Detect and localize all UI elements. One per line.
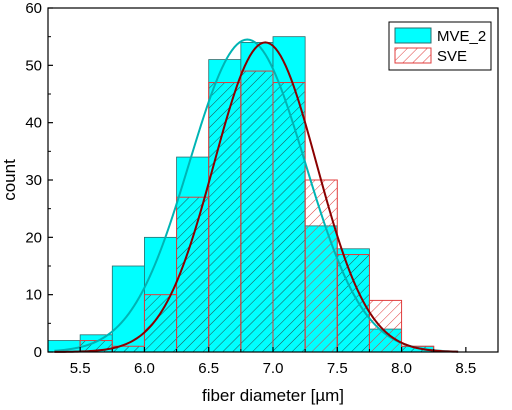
y-axis-title: count [0,159,19,201]
y-tick-label: 40 [25,115,42,132]
y-tick-label: 50 [25,57,42,74]
y-tick-label: 20 [25,229,42,246]
axes-layer: 0 10 20 30 40 50 60 5.5 6.0 6.5 7.0 7.5 8.0 8.5 fiber … [0,0,499,405]
bar-sve-6.25 [176,196,210,353]
bar-sve-6 [143,294,178,353]
legend-swatch-mve-2 [394,27,432,44]
y-tick-label: 10 [25,287,42,304]
fit-curve-sve [54,41,459,353]
x-tick-label: 6.5 [198,360,219,377]
bar-sve-6.75 [240,70,274,353]
legend: MVE_2 SVE [388,21,492,71]
x-axis-title: fiber diameter [µm] [202,386,344,405]
x-tick-label: 7.5 [327,360,348,377]
fit-curves-layer [54,38,459,353]
x-tick-label: 7.0 [263,360,284,377]
fit-curve-mve2 [54,38,459,353]
y-tick-label: 60 [25,0,42,17]
legend-label-sve: SVE [437,48,467,65]
y-tick-label: 30 [25,172,42,189]
bar-sve-7 [272,82,306,353]
legend-label-mve-2: MVE_2 [437,28,486,45]
x-tick-label: 8.0 [391,360,412,377]
bar-sve-7.25 [304,179,338,353]
bar-sve-7.75 [368,299,403,353]
y-tick-label: 0 [34,344,42,361]
bar-mve2-5.75 [111,265,145,353]
x-tick-label: 6.0 [134,360,155,377]
x-tick-label: 5.5 [70,360,91,377]
x-tick-label: 8.5 [455,360,476,377]
legend-swatch-sve [394,47,432,64]
